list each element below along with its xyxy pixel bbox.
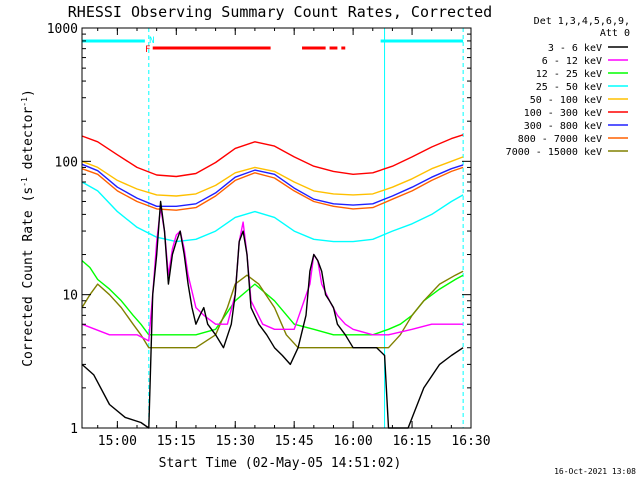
legend-label-7: 800 - 7000 keV [518, 134, 602, 145]
x-axis-label: Start Time (02-May-05 14:51:02) [159, 456, 402, 471]
series-lines [81, 134, 464, 429]
flag-label-F: F [145, 45, 150, 55]
x-tick-label-0: 15:00 [98, 434, 137, 449]
plot-frame [81, 27, 472, 429]
legend-label-5: 100 - 300 keV [524, 108, 602, 119]
y-label-suffix: ) [21, 89, 36, 97]
series-line-2 [81, 260, 464, 336]
x-axis: 15:00 15:15 15:30 15:45 16:00 16:15 16:30 [97, 28, 491, 449]
y-tick-label-0: 1 [70, 422, 78, 437]
x-tick-label-4: 16:00 [334, 434, 373, 449]
series-line-5 [81, 134, 464, 178]
y-label-mid: detector [21, 107, 36, 178]
flag-label-N: N [149, 36, 154, 46]
y-label-exp2: -1 [20, 97, 29, 107]
y-axis-label: Corrected Count Rate (s-1 detector-1) [20, 89, 36, 367]
legend-label-0: 3 - 6 keV [548, 43, 602, 54]
legend-label-1: 6 - 12 keV [542, 56, 602, 67]
y-axis: 1 10 100 1000 [47, 22, 471, 437]
y-label-prefix: Corrected Count Rate (s [21, 187, 36, 367]
legend-title-line-0: Det 1,3,4,5,6,9, [534, 16, 630, 27]
x-tick-label-6: 16:30 [451, 434, 490, 449]
legend-label-3: 25 - 50 keV [536, 82, 602, 93]
y-label-exp1: -1 [20, 177, 29, 187]
series-line-6 [81, 163, 464, 208]
x-tick-label-5: 16:15 [392, 434, 431, 449]
legend-label-2: 12 - 25 keV [536, 69, 602, 80]
series-line-0 [81, 200, 464, 429]
legend-label-4: 50 - 100 keV [530, 95, 602, 106]
y-tick-label-1: 10 [62, 289, 78, 304]
flag-bars: NF [82, 36, 464, 55]
x-tick-label-1: 15:15 [157, 434, 196, 449]
x-tick-label-3: 15:45 [275, 434, 314, 449]
legend: Det 1,3,4,5,6,9,Att 0 3 - 6 keV 6 - 12 keV… [506, 16, 630, 158]
series-line-4 [81, 156, 464, 197]
y-tick-label-2: 100 [55, 155, 78, 170]
series-line-7 [81, 166, 464, 211]
chart-title: RHESSI Observing Summary Count Rates, Co… [68, 3, 492, 21]
legend-label-6: 300 - 800 keV [524, 121, 602, 132]
series-line-3 [81, 181, 464, 243]
x-tick-label-2: 15:30 [216, 434, 255, 449]
timestamp: 16-Oct-2021 13:08 [554, 467, 636, 476]
legend-title-line-1: Att 0 [600, 28, 630, 39]
legend-label-8: 7000 - 15000 keV [506, 147, 602, 158]
y-tick-label-3: 1000 [47, 22, 78, 37]
